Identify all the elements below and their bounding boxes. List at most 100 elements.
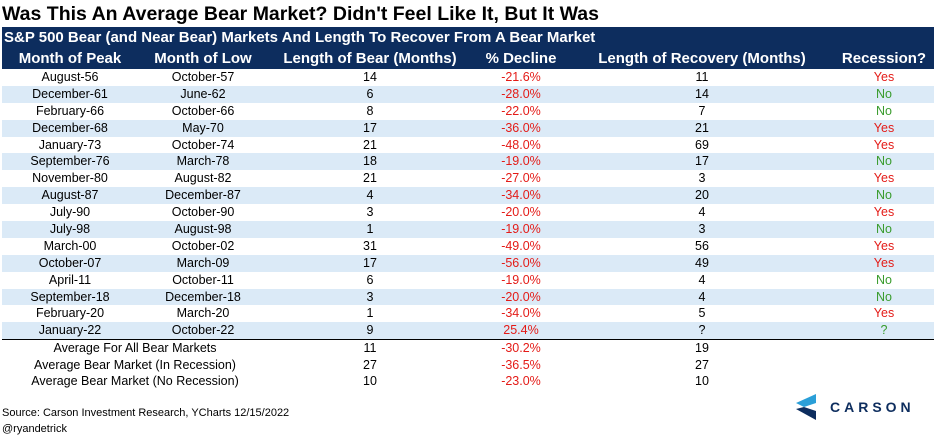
average-recovery: 10 [695,374,709,389]
decline-cell: -34.0% [501,306,541,321]
decline-cell: -19.0% [501,222,541,237]
table-row: November-80 August-82 21 -27.0% 3 Yes [2,170,934,187]
average-decline: -30.2% [501,341,541,356]
average-length: 10 [363,374,377,389]
bear-market-table: S&P 500 Bear (and Near Bear) Markets And… [2,27,934,390]
decline-cell: -56.0% [501,255,541,270]
decline-cell: -21.6% [501,70,541,84]
average-recovery: 19 [695,341,709,356]
low-cell: October-02 [171,238,235,253]
decline-cell: -22.0% [501,103,541,118]
recovery-cell: 17 [695,154,709,169]
table-row: December-68 May-70 17 -36.0% 21 Yes [2,119,934,137]
recession-cell: No [876,103,892,118]
average-decline: -23.0% [501,374,541,389]
decline-cell: -28.0% [501,86,541,101]
logo-text: CARSON [830,399,915,415]
recovery-cell: 11 [695,70,709,84]
carson-chevron-icon [796,394,816,420]
decline-cell: -19.0% [501,272,541,287]
length-cell: 9 [366,323,374,338]
length-cell: 17 [363,120,377,135]
recovery-cell: 5 [698,306,706,321]
peak-cell: February-66 [35,103,105,118]
peak-cell: October-07 [38,255,102,270]
decline-cell: -20.0% [501,205,541,220]
column-header-decline: % Decline [485,50,557,67]
length-cell: 1 [366,222,374,237]
average-length: 11 [363,341,377,356]
low-cell: October-22 [171,323,235,338]
recovery-cell: 7 [698,103,706,118]
decline-cell: -36.0% [501,120,541,135]
table-header: S&P 500 Bear (and Near Bear) Markets And… [2,27,934,69]
length-cell: 17 [363,255,377,270]
column-header-recovery: Length of Recovery (Months) [598,50,806,67]
peak-cell: December-61 [32,86,108,101]
recession-cell: Yes [873,255,895,270]
peak-cell: July-90 [49,205,91,220]
recession-cell: Yes [873,306,895,321]
recovery-cell: 3 [698,222,706,237]
peak-cell: August-87 [41,188,99,203]
recovery-cell: 14 [695,86,709,101]
recession-cell: No [876,272,892,287]
recovery-cell: 3 [698,171,706,186]
recovery-cell: 49 [695,255,709,270]
low-cell: October-66 [171,103,235,118]
length-cell: 6 [366,86,374,101]
source-note: Source: Carson Investment Research, YCha… [2,407,290,419]
average-row: Average Bear Market (No Recession) 10 -23.… [2,373,934,390]
peak-cell: November-80 [32,171,108,186]
recovery-cell: 20 [695,188,709,203]
averages-section: Average For All Bear Markets 11 -30.2% 19 Av… [2,340,934,390]
decline-cell: 25.4% [503,323,539,338]
decline-cell: -27.0% [501,171,541,186]
length-cell: 8 [366,103,374,118]
average-label: Average Bear Market (No Recession) [31,374,239,389]
low-cell: December-87 [165,188,241,203]
column-headers: Month of Peak Month of Low Length of Bea… [2,48,934,69]
peak-cell: January-73 [38,137,102,152]
table-body: August-56 October-57 14 -21.6% 11 Yes December… [2,69,934,340]
table-row: February-66 October-66 8 -22.0% 7 No [2,103,934,120]
low-cell: May-70 [182,120,224,135]
table-row: October-07 March-09 17 -56.0% 49 Yes [2,254,934,272]
peak-cell: July-98 [49,222,91,237]
recession-cell: Yes [873,205,895,220]
recovery-cell: 4 [698,205,706,220]
length-cell: 6 [366,272,374,287]
table-row: September-18 December-18 3 -20.0% 4 No [2,288,934,306]
peak-cell: March-00 [43,238,97,253]
column-header-recession: Recession? [841,50,927,67]
table-row: March-00 October-02 31 -49.0% 56 Yes [2,238,934,255]
peak-cell: December-68 [32,120,108,135]
table-row: January-73 October-74 21 -48.0% 69 Yes [2,137,934,154]
average-label: Average Bear Market (In Recession) [34,357,236,372]
peak-cell: August-56 [41,70,99,84]
recovery-cell: 4 [698,289,706,304]
low-cell: October-57 [171,70,235,84]
recovery-cell: 56 [695,238,709,253]
table-row: February-20 March-20 1 -34.0% 5 Yes [2,305,934,322]
length-cell: 21 [363,171,377,186]
table-row: August-56 October-57 14 -21.6% 11 Yes [2,69,934,86]
recession-cell: Yes [873,171,895,186]
table-row: September-76 March-78 18 -19.0% 17 No [2,153,934,171]
recession-cell: No [876,154,892,169]
peak-cell: February-20 [35,306,105,321]
recession-cell: Yes [873,238,895,253]
recession-cell: Yes [873,120,895,135]
average-row: Average Bear Market (In Recession) 27 -36.… [2,357,934,374]
peak-cell: September-76 [30,154,110,169]
recovery-cell: ? [698,323,706,338]
decline-cell: -19.0% [501,154,541,169]
length-cell: 3 [366,289,374,304]
length-cell: 21 [363,137,377,152]
decline-cell: -20.0% [501,289,541,304]
average-recovery: 27 [695,357,709,372]
peak-cell: April-11 [48,272,92,287]
low-cell: August-98 [174,222,232,237]
column-header-length: Length of Bear (Months) [283,50,457,67]
average-label: Average For All Bear Markets [53,341,217,356]
